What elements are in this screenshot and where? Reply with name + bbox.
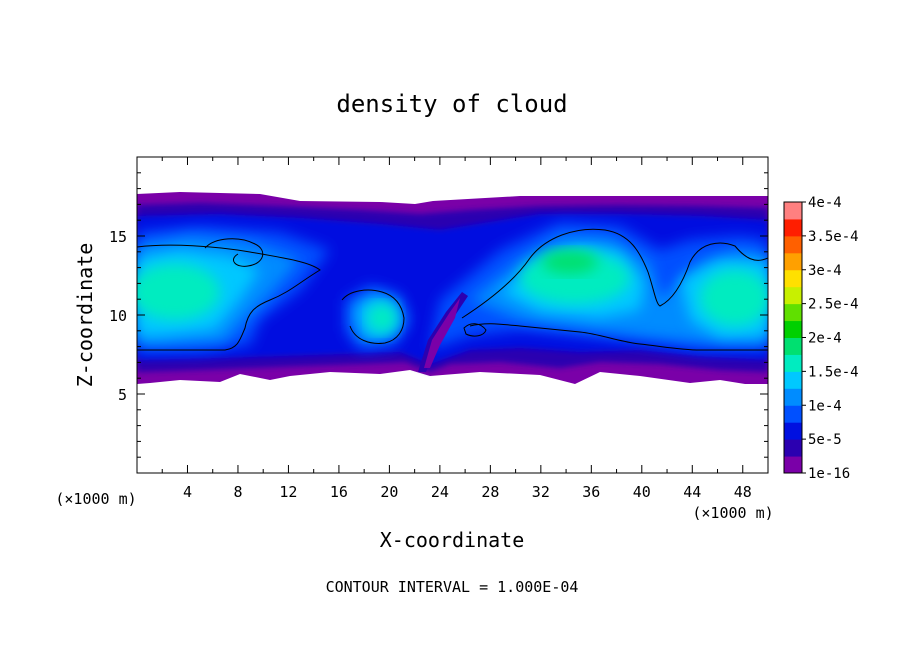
x-axis-ticks: 4 8 12 16 20 24 28 32 36 40 44 48 [161, 157, 752, 501]
x-tick-label: 12 [279, 483, 297, 501]
x-tick-label: 4 [183, 483, 192, 501]
x-axis-title: X-coordinate [380, 528, 525, 552]
x-tick-label: 24 [431, 483, 449, 501]
x-tick-label: 8 [233, 483, 242, 501]
cloud-core-green-5 [542, 250, 598, 274]
contour-line-right [461, 228, 768, 319]
contour-interval-footer: CONTOUR INTERVAL = 1.000E-04 [326, 578, 579, 596]
contour-line-blob [463, 323, 487, 337]
colorbar-tick-label: 1e-4 [808, 398, 842, 414]
colorbar-tick-label: 3.5e-4 [808, 229, 859, 245]
chart-title: density of cloud [336, 90, 567, 118]
cloud-core-green-1 [137, 264, 220, 320]
colorbar-tick-label: 1e-16 [808, 466, 850, 482]
contour-line-left [137, 244, 321, 351]
colorbar-swatch [784, 320, 802, 338]
cloud-field [137, 192, 768, 384]
colorbar-tick-label: 1.5e-4 [808, 364, 859, 380]
colorbar-swatch [784, 286, 802, 305]
y-tick-label: 15 [109, 228, 127, 246]
x-tick-label: 32 [532, 483, 550, 501]
y-tick-label: 5 [118, 386, 127, 404]
colorbar-tick-label: 2e-4 [808, 331, 842, 347]
colorbar-tick-label: 2.5e-4 [808, 297, 859, 313]
colorbar-swatch [784, 371, 802, 389]
colorbar-swatch [784, 388, 802, 406]
contour-line-left-lobe [204, 238, 264, 267]
colorbar-tick-label: 3e-4 [808, 263, 842, 279]
colorbar-swatch [784, 337, 802, 355]
y-axis-ticks: 5 10 15 [109, 172, 768, 458]
colorbar-swatch [784, 439, 802, 457]
x-tick-label: 36 [582, 483, 600, 501]
colorbar-swatch [784, 405, 802, 423]
contour-line-right-bottom [469, 323, 768, 351]
x-unit-label: (×1000 m) [692, 504, 773, 522]
colorbar-swatch [784, 456, 802, 474]
cloud-core-green-3 [700, 270, 768, 326]
colorbar-swatch [784, 252, 802, 271]
x-tick-label: 44 [683, 483, 701, 501]
x-tick-label: 40 [633, 483, 651, 501]
colorbar-swatch [784, 422, 802, 440]
colorbar-tick-label: 5e-5 [808, 432, 842, 448]
contour-line-center [341, 289, 405, 344]
colorbar-swatch [784, 202, 802, 220]
x-tick-label: 16 [330, 483, 348, 501]
colorbar-swatch [784, 269, 802, 288]
colorbar-swatch [784, 235, 802, 254]
contour-lines [137, 228, 768, 351]
x-tick-label: 48 [734, 483, 752, 501]
y-axis-title: Z-coordinate [73, 243, 97, 388]
x-tick-label: 20 [380, 483, 398, 501]
colorbar: 1e-16 5e-5 1e-4 1.5e-4 2e-4 2.5e-4 3e-4 3.5e-4 4… [783, 195, 859, 482]
colorbar-swatch [784, 218, 802, 237]
y-tick-label: 10 [109, 307, 127, 325]
colorbar-swatch [784, 303, 802, 322]
x-tick-label: 28 [481, 483, 499, 501]
colorbar-swatch [784, 354, 802, 372]
updraft-stripe-core [424, 298, 460, 368]
y-unit-label: (×1000 m) [55, 490, 136, 508]
cloud-core-green-4 [368, 304, 396, 332]
colorbar-tick-label: 4e-4 [808, 195, 842, 211]
